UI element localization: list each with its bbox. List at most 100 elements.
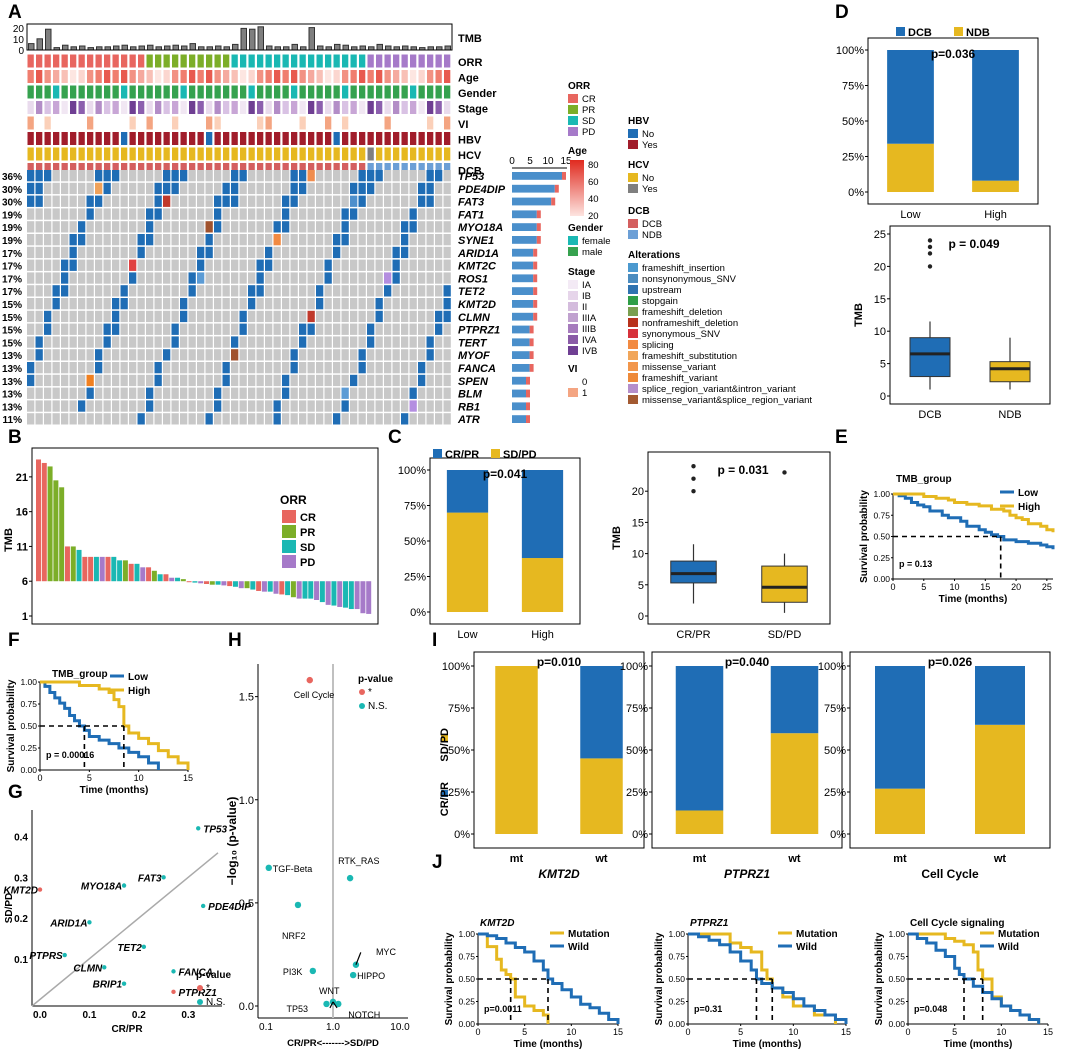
gene-cell — [154, 246, 162, 259]
legend-title: ORR — [568, 81, 591, 92]
gene-cell — [205, 285, 213, 297]
gene-cell — [316, 323, 324, 335]
gene-cell — [341, 285, 349, 297]
legend-item-label: synonymous_SNV — [642, 329, 721, 340]
annotation-cell — [383, 115, 392, 131]
km-pvalue: p = 0.00016 — [46, 750, 94, 760]
gene-cell — [426, 221, 434, 233]
annotation-cell — [443, 131, 452, 146]
gene-row: 19% FAT1 — [2, 208, 541, 221]
legend-swatch — [568, 105, 578, 114]
annotation-cell — [171, 84, 180, 100]
annotation-cell — [239, 84, 248, 100]
gene-cell — [333, 336, 341, 348]
stacked-y-tick: 0% — [410, 607, 426, 619]
gene-cell — [86, 362, 94, 374]
gene-bar — [512, 389, 526, 398]
gene-cell — [35, 298, 43, 310]
annotation-cell — [179, 53, 188, 69]
b-bar — [366, 581, 372, 614]
gene-cell — [316, 221, 324, 233]
gene-cell — [392, 387, 400, 399]
gene-cell — [129, 374, 137, 387]
annotation-cell — [213, 53, 222, 69]
annotation-cell — [188, 84, 197, 100]
gene-cell — [290, 298, 298, 310]
gene-cell — [299, 362, 307, 374]
gene-cell — [52, 221, 60, 233]
gene-cell — [384, 413, 392, 425]
b-y-tick: 11 — [16, 541, 28, 553]
gene-cell — [341, 374, 349, 387]
annotation-cell — [213, 69, 222, 84]
panel-g-scatter: 0.0 0.1 0.2 0.30.10.20.30.4TP53FAT3MYO18AKM… — [4, 810, 251, 1035]
gene-cell — [256, 349, 264, 361]
gene-cell — [44, 234, 52, 246]
gene-cell — [239, 170, 247, 182]
gene-percent: 17% — [2, 262, 22, 273]
legend-title: Alterations — [628, 250, 681, 261]
gene-cell — [409, 234, 417, 246]
box-ylabel: TMB — [611, 526, 623, 550]
annotation-cell — [128, 115, 137, 131]
i-y-tick: 100% — [818, 661, 846, 673]
panel-label-i: I — [432, 630, 437, 651]
b-bar — [128, 563, 134, 582]
h-point-label: NRF2 — [282, 931, 306, 941]
gene-cell — [154, 400, 162, 412]
tmb-bar — [266, 45, 273, 51]
gene-cell — [350, 310, 358, 323]
gene-cell — [341, 413, 349, 425]
gene-cell — [231, 285, 239, 297]
gene-cell — [256, 362, 264, 374]
gene-cell — [443, 285, 451, 297]
gene-cell — [324, 208, 332, 220]
gene-cell — [409, 336, 417, 348]
gene-row: 13% FANCA — [2, 362, 534, 375]
km-ylabel: Survival probability — [859, 490, 870, 583]
gene-cell — [282, 310, 290, 323]
gene-cell — [61, 413, 69, 425]
gene-cell — [418, 234, 426, 246]
gene-cell — [401, 298, 409, 310]
gene-cell — [154, 221, 162, 233]
gene-cell — [401, 234, 409, 246]
gene-cell — [120, 413, 128, 425]
gene-cell — [290, 272, 298, 284]
i-y-tick: 50% — [824, 745, 846, 757]
gene-cell — [69, 298, 77, 310]
legend-swatch — [568, 302, 578, 311]
km-x-tick: 10 — [950, 582, 960, 592]
annotation-cell — [171, 131, 180, 146]
b-legend-swatch — [282, 540, 296, 553]
gene-cell — [265, 336, 273, 348]
annotation-cell — [426, 84, 435, 100]
gene-cell — [120, 182, 128, 195]
b-bar — [360, 581, 366, 614]
gene-cell — [78, 246, 86, 259]
gene-cell — [392, 221, 400, 233]
f-legend-label: Low — [128, 672, 148, 683]
gene-cell — [214, 374, 222, 387]
gene-percent: 17% — [2, 274, 22, 285]
gene-cell — [44, 349, 52, 361]
gene-cell — [299, 336, 307, 348]
gene-cell — [95, 298, 103, 310]
gene-cell — [231, 298, 239, 310]
i-ylabel-swatch — [441, 790, 448, 797]
gene-cell — [443, 195, 451, 207]
g-point — [196, 826, 201, 831]
annotation-cell — [281, 115, 290, 131]
gene-cell — [95, 400, 103, 412]
gene-bar-alt — [533, 261, 538, 270]
annotation-cell — [94, 115, 103, 131]
gene-cell — [197, 400, 205, 412]
gene-cell — [273, 413, 281, 425]
gene-cell — [180, 374, 188, 387]
legend-item-label: IIIB — [582, 324, 596, 335]
annotation-cell — [171, 69, 180, 84]
gene-cell — [129, 259, 137, 271]
legend-title: HBV — [628, 116, 649, 127]
annotation-cell — [103, 131, 112, 146]
